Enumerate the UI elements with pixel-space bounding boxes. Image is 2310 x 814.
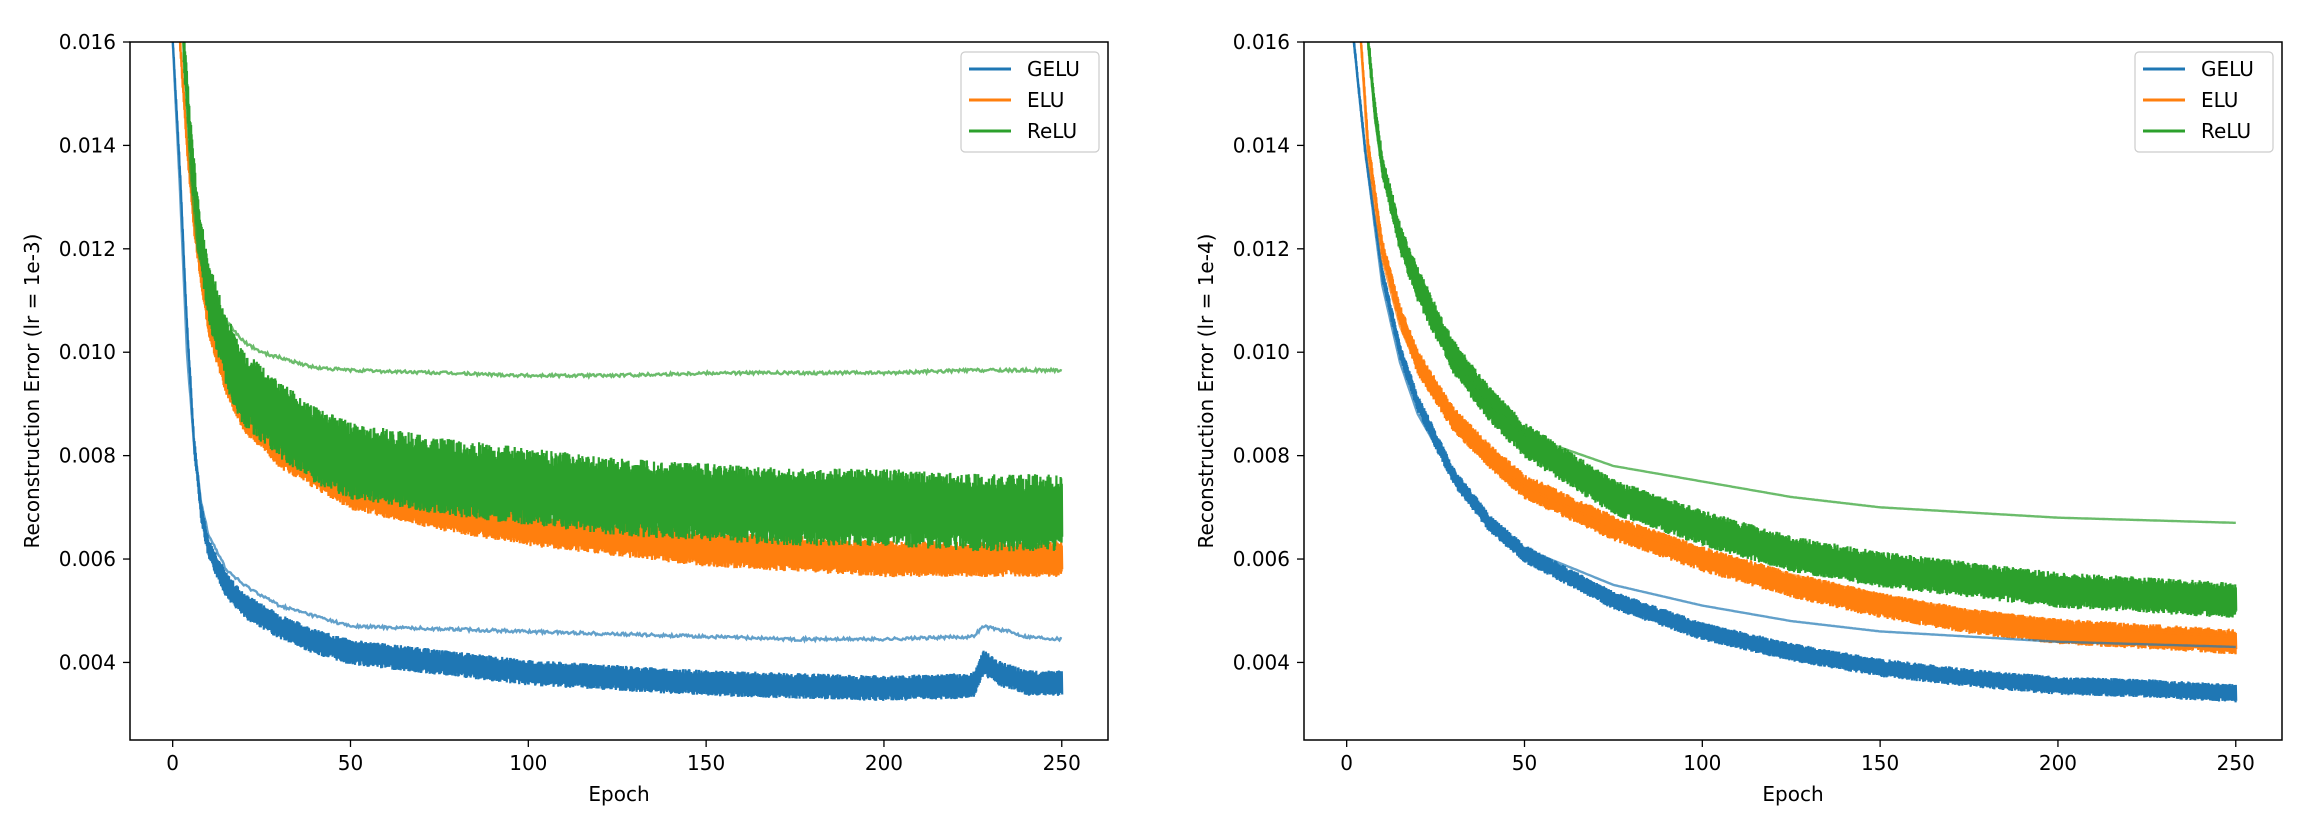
legend-label-relu: ReLU xyxy=(2201,119,2251,143)
legend-box xyxy=(960,51,1100,153)
legend-label-gelu: GELU xyxy=(1027,57,1080,81)
relu-val-line xyxy=(182,42,1063,380)
x-tick-label: 200 xyxy=(2039,751,2077,775)
x-tick-label: 200 xyxy=(865,751,903,775)
elu-val-line xyxy=(1359,42,2236,638)
relu-train-band xyxy=(1367,42,2238,618)
x-tick-label: 50 xyxy=(1512,751,1537,775)
y-axis-label: Reconstruction Error (lr = 1e-4) xyxy=(1194,234,1218,549)
y-tick-label: 0.014 xyxy=(1233,133,1290,157)
x-tick-label: 0 xyxy=(1340,751,1353,775)
x-tick-label: 150 xyxy=(1861,751,1899,775)
y-tick-label: 0.016 xyxy=(1233,30,1290,54)
legend: GELU ELU ReLU xyxy=(960,51,1100,153)
chart-left: 0 50 100 150 200 250 0.004 0.006 0.008 0.010 0.01… xyxy=(20,30,1109,806)
x-axis-label: Epoch xyxy=(588,782,649,806)
y-tick-label: 0.008 xyxy=(59,444,116,468)
gelu-val-line xyxy=(1352,42,2236,649)
relu-val-line xyxy=(1366,42,2236,524)
legend-label-elu: ELU xyxy=(2201,88,2238,112)
x-tick-label: 0 xyxy=(166,751,179,775)
y-tick-label: 0.010 xyxy=(1233,340,1290,364)
y-tick-label: 0.008 xyxy=(1233,444,1290,468)
y-tick-label: 0.016 xyxy=(59,30,116,54)
gelu-train-band xyxy=(171,42,1064,701)
y-tick-label: 0.012 xyxy=(59,237,116,261)
legend-label-relu: ReLU xyxy=(1027,119,1077,143)
relu-train-band xyxy=(182,42,1064,552)
gelu-train-band xyxy=(1352,42,2238,703)
y-tick-label: 0.010 xyxy=(59,340,116,364)
chart-right: 0 50 100 150 200 250 0.004 0.006 0.008 0.010 0.01… xyxy=(1194,30,2283,806)
x-tick-label: 100 xyxy=(1683,751,1721,775)
y-ticks: 0.004 0.006 0.008 0.010 0.012 0.014 0.016 xyxy=(59,30,130,674)
x-ticks: 0 50 100 150 200 250 xyxy=(1340,740,2255,775)
plot-frame xyxy=(1303,41,2283,741)
x-ticks: 0 50 100 150 200 250 xyxy=(166,740,1081,775)
plot-series-layer xyxy=(171,42,1064,701)
y-tick-label: 0.012 xyxy=(1233,237,1290,261)
x-tick-label: 250 xyxy=(1043,751,1081,775)
x-axis-label: Epoch xyxy=(1762,782,1823,806)
legend-label-elu: ELU xyxy=(1027,88,1064,112)
gelu-val-line xyxy=(171,42,1063,644)
x-tick-label: 250 xyxy=(2217,751,2255,775)
y-axis-label: Reconstruction Error (lr = 1e-3) xyxy=(20,234,44,549)
legend-box xyxy=(2134,51,2274,153)
legend-label-gelu: GELU xyxy=(2201,57,2254,81)
y-tick-label: 0.006 xyxy=(1233,547,1290,571)
plot-frame xyxy=(129,41,1109,741)
x-tick-label: 150 xyxy=(687,751,725,775)
y-tick-label: 0.006 xyxy=(59,547,116,571)
y-tick-label: 0.004 xyxy=(59,650,116,674)
y-ticks: 0.004 0.006 0.008 0.010 0.012 0.014 0.016 xyxy=(1233,30,1304,674)
y-tick-label: 0.014 xyxy=(59,133,116,157)
x-tick-label: 100 xyxy=(509,751,547,775)
plot-series-layer xyxy=(1352,42,2238,703)
legend: GELU ELU ReLU xyxy=(2134,51,2274,153)
y-tick-label: 0.004 xyxy=(1233,650,1290,674)
x-tick-label: 50 xyxy=(338,751,363,775)
